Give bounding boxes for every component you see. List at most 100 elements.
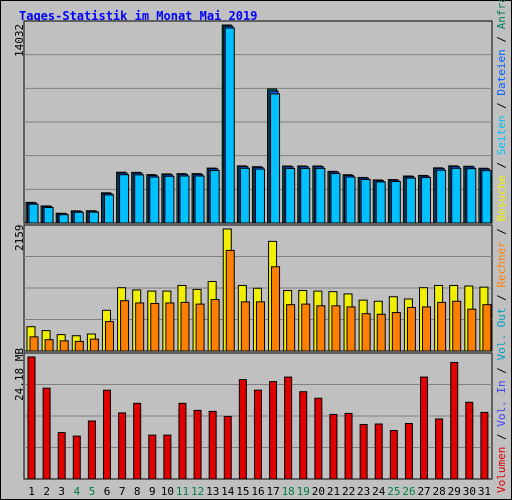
legend-item-8: Besuche [495, 175, 508, 222]
bar-rechner-25 [391, 312, 401, 352]
bar-volumen-25 [389, 430, 398, 480]
bar-volumen-11 [178, 402, 187, 480]
bar-seiten-8 [134, 174, 145, 224]
x-tick-label-10: 10 [161, 485, 174, 498]
bar-rechner-8 [135, 302, 145, 352]
x-tick-label-15: 15 [236, 485, 249, 498]
legend-item-4: Vol. Out [495, 307, 508, 361]
bar-volumen-30 [465, 401, 474, 480]
bar-volumen-22 [344, 412, 353, 480]
bar-rechner-4 [74, 340, 84, 352]
bar-volumen-28 [435, 418, 444, 480]
bar-volumen-10 [163, 434, 172, 480]
bar-seiten-13 [209, 170, 220, 224]
x-tick-label-17: 17 [266, 485, 279, 498]
x-tick-label-4: 4 [74, 485, 81, 498]
bar-seiten-21 [330, 173, 341, 224]
bar-seiten-28 [436, 169, 447, 224]
x-tick-label-25: 25 [387, 485, 400, 498]
bar-rechner-18 [286, 304, 296, 352]
x-tick-label-1: 1 [28, 485, 35, 498]
x-tick-label-18: 18 [282, 485, 295, 498]
bar-rechner-29 [452, 300, 462, 352]
legend-item-3: / [495, 360, 508, 381]
bar-rechner-2 [44, 339, 54, 352]
bar-seiten-16 [254, 168, 265, 224]
bar-volumen-9 [148, 434, 157, 480]
x-tick-label-26: 26 [402, 485, 415, 498]
bar-seiten-23 [360, 179, 371, 224]
x-tick-label-2: 2 [43, 485, 50, 498]
bar-volumen-4 [72, 435, 81, 480]
bar-volumen-17 [269, 381, 278, 480]
bar-seiten-20 [315, 167, 326, 224]
legend-item-9: / [495, 155, 508, 176]
bar-rechner-1 [29, 336, 39, 352]
bar-rechner-23 [361, 313, 371, 352]
legend-item-11: / [495, 95, 508, 116]
legend-item-6: Rechner [495, 241, 508, 288]
bar-seiten-6 [103, 194, 114, 224]
bar-rechner-6 [104, 321, 114, 352]
legend-item-14: Anfragen [495, 0, 508, 30]
bar-seiten-25 [390, 181, 401, 224]
bar-volumen-20 [314, 397, 323, 480]
bar-rechner-31 [482, 304, 492, 352]
bar-rechner-7 [120, 300, 130, 352]
bar-volumen-19 [299, 391, 308, 480]
bar-volumen-13 [208, 410, 217, 480]
bar-rechner-20 [316, 305, 326, 352]
bar-volumen-21 [329, 413, 338, 480]
x-tick-label-14: 14 [221, 485, 235, 498]
x-tick-label-30: 30 [463, 485, 476, 498]
x-tick-label-28: 28 [433, 485, 446, 498]
bar-seiten-26 [405, 177, 416, 224]
bar-volumen-7 [118, 412, 127, 480]
bar-volumen-16 [253, 389, 262, 480]
x-tick-label-8: 8 [134, 485, 141, 498]
bar-rechner-10 [165, 302, 175, 352]
bar-volumen-23 [359, 424, 368, 480]
x-tick-label-31: 31 [478, 485, 491, 498]
bar-seiten-17 [270, 93, 281, 224]
legend-item-7: / [495, 221, 508, 242]
bar-volumen-29 [450, 361, 459, 480]
legend: Volumen / Vol. In / Vol. Out / Rechner /… [495, 0, 508, 493]
bar-rechner-19 [301, 303, 311, 352]
x-tick-label-21: 21 [327, 485, 340, 498]
x-tick-label-13: 13 [206, 485, 219, 498]
bar-seiten-10 [164, 175, 175, 224]
bar-rechner-13 [210, 299, 220, 352]
bar-seiten-7 [119, 174, 130, 224]
bar-seiten-4 [73, 211, 84, 224]
x-tick-label-7: 7 [119, 485, 126, 498]
legend-item-5: / [495, 287, 508, 308]
x-tick-label-16: 16 [251, 485, 264, 498]
bar-seiten-30 [466, 168, 477, 224]
bar-rechner-30 [467, 308, 477, 352]
bar-volumen-2 [42, 387, 51, 480]
bar-rechner-11 [180, 301, 190, 352]
legend-item-12: Dateien [495, 49, 508, 96]
bar-volumen-6 [102, 389, 111, 480]
x-tick-label-22: 22 [342, 485, 355, 498]
x-tick-label-5: 5 [89, 485, 96, 498]
bar-rechner-9 [150, 303, 160, 352]
bar-volumen-27 [420, 376, 429, 480]
bar-volumen-24 [374, 423, 383, 480]
bar-volumen-12 [193, 409, 202, 480]
bar-rechner-28 [437, 301, 447, 352]
bar-seiten-12 [194, 175, 205, 224]
bar-volumen-8 [133, 402, 142, 480]
legend-item-1: / [495, 426, 508, 447]
bar-seiten-19 [300, 167, 311, 224]
bar-seiten-3 [58, 214, 69, 224]
bar-seiten-29 [451, 167, 462, 224]
x-tick-label-11: 11 [176, 485, 189, 498]
x-tick-label-6: 6 [104, 485, 111, 498]
bar-rechner-3 [59, 340, 69, 352]
bar-rechner-14 [225, 249, 235, 352]
bar-seiten-2 [43, 206, 54, 224]
